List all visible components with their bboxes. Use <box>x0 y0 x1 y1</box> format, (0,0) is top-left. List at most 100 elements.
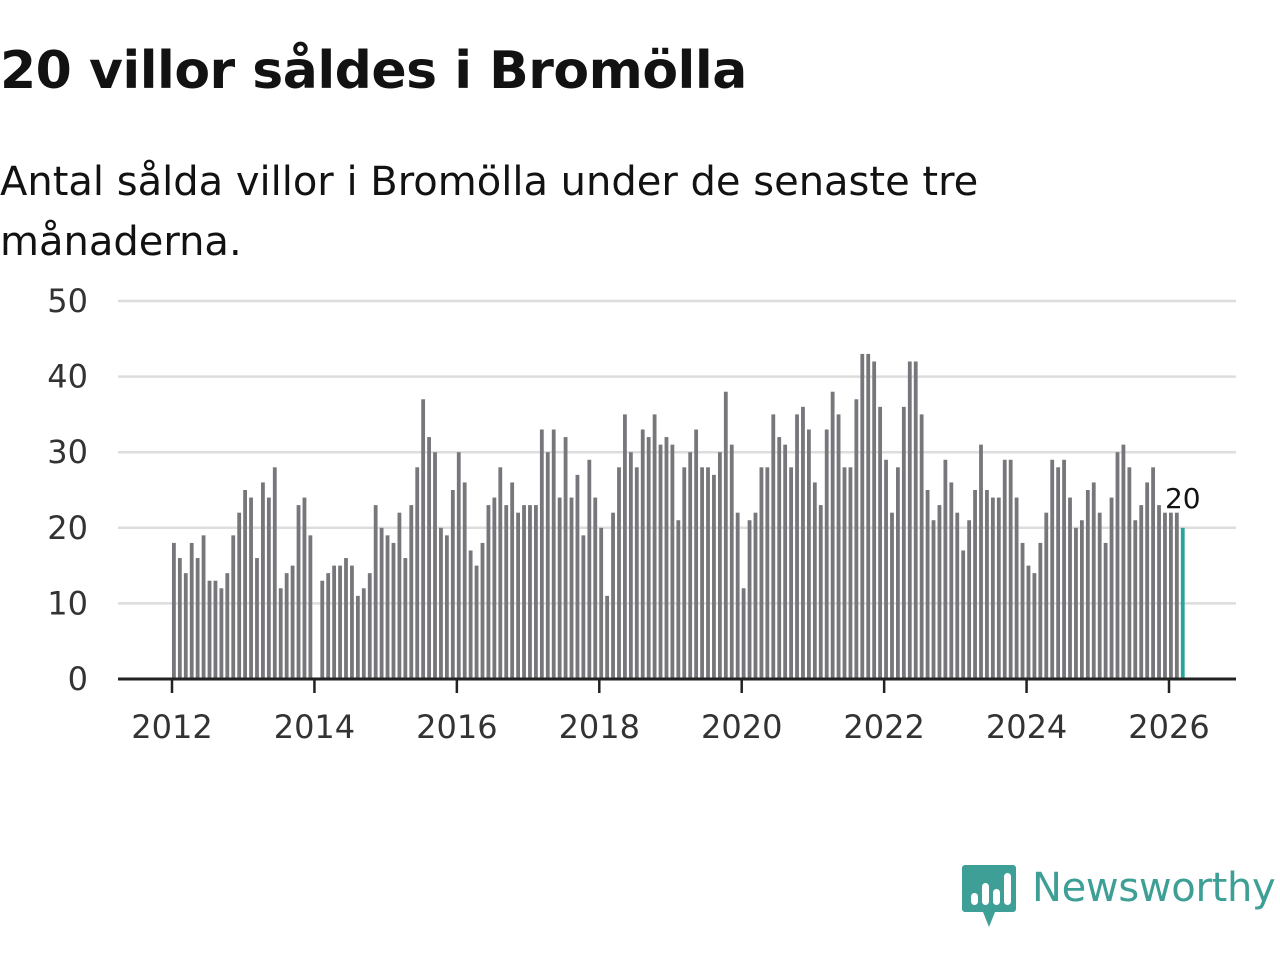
bar <box>195 558 200 679</box>
bar <box>361 588 366 679</box>
bar <box>878 406 883 679</box>
x-tick-label: 2014 <box>274 708 355 746</box>
bar <box>350 565 354 679</box>
bar <box>1068 497 1072 679</box>
bar <box>1121 444 1126 679</box>
bar <box>688 452 693 679</box>
bar <box>806 429 811 679</box>
bar <box>1115 452 1120 679</box>
bar <box>1139 505 1144 679</box>
bar <box>985 490 989 679</box>
x-tick-label: 2024 <box>986 708 1067 746</box>
last-value-label: 20 <box>1165 482 1201 515</box>
bar <box>729 444 734 679</box>
bar <box>569 497 574 679</box>
bar <box>172 542 176 679</box>
bar <box>658 444 663 679</box>
bar <box>338 565 342 679</box>
bar <box>812 482 817 679</box>
bar <box>379 527 384 679</box>
bar <box>367 573 372 679</box>
bar <box>1169 512 1173 679</box>
bar <box>913 361 918 679</box>
bar <box>949 482 954 679</box>
bar <box>581 535 586 679</box>
bar <box>836 414 841 679</box>
bar <box>516 512 520 679</box>
bar <box>1038 542 1043 679</box>
bar <box>919 414 924 679</box>
bar <box>266 497 271 679</box>
bar <box>1091 482 1096 679</box>
bar <box>884 459 888 679</box>
bar <box>284 573 289 679</box>
bar <box>344 558 348 679</box>
bar <box>996 497 1001 679</box>
bar <box>842 467 847 679</box>
bar <box>474 565 479 679</box>
bar <box>682 467 687 679</box>
bar <box>860 353 865 679</box>
bar <box>676 520 681 679</box>
bar <box>450 490 455 679</box>
bar <box>753 512 758 679</box>
bar <box>955 512 960 679</box>
bar <box>201 535 206 679</box>
newsworthy-logo: Newsworthy <box>962 862 1276 928</box>
bar <box>830 391 835 679</box>
bar <box>492 497 497 679</box>
bar <box>593 497 598 679</box>
bar <box>795 414 799 679</box>
bar <box>290 565 295 679</box>
bar <box>623 414 627 679</box>
bar <box>510 482 515 679</box>
bar <box>854 399 859 679</box>
bar <box>717 452 722 679</box>
bar <box>783 444 788 679</box>
bar <box>1174 512 1179 679</box>
bar <box>925 490 930 679</box>
bar <box>872 361 877 679</box>
bar <box>712 474 716 679</box>
bar <box>528 505 532 679</box>
bar <box>522 505 526 679</box>
bar <box>818 505 823 679</box>
y-tick-label: 40 <box>47 358 88 396</box>
bar <box>272 467 277 679</box>
bar <box>213 580 218 679</box>
bar <box>557 497 562 679</box>
bar <box>296 505 301 679</box>
bar <box>427 437 431 679</box>
chart-subtitle: Antal sålda villor i Bromölla under de s… <box>0 159 979 265</box>
bar <box>943 459 948 679</box>
bar <box>255 558 259 679</box>
y-axis-labels: 0 10 20 30 40 50 <box>47 282 88 698</box>
bar <box>468 550 473 679</box>
bar <box>189 542 194 679</box>
x-tick-label: 2020 <box>701 708 782 746</box>
bar <box>332 565 337 679</box>
bar <box>931 520 936 679</box>
bar <box>759 467 764 679</box>
bar <box>391 542 396 679</box>
bar <box>1145 482 1150 679</box>
bar <box>219 588 224 679</box>
bar <box>1097 512 1102 679</box>
bar <box>183 573 188 679</box>
bar <box>1127 467 1132 679</box>
bar <box>801 406 805 679</box>
bar <box>1157 505 1161 679</box>
bar <box>706 467 710 679</box>
bar <box>1020 542 1025 679</box>
bar <box>498 467 503 679</box>
bar <box>777 437 782 679</box>
bar <box>243 490 248 679</box>
x-tick-label: 2026 <box>1128 708 1209 746</box>
brand-name: Newsworthy <box>1032 865 1276 911</box>
bar <box>866 353 871 679</box>
y-tick-label: 30 <box>47 433 88 471</box>
bar <box>747 520 752 679</box>
bar <box>1062 459 1066 679</box>
bar <box>646 437 651 679</box>
bar <box>1151 467 1155 679</box>
